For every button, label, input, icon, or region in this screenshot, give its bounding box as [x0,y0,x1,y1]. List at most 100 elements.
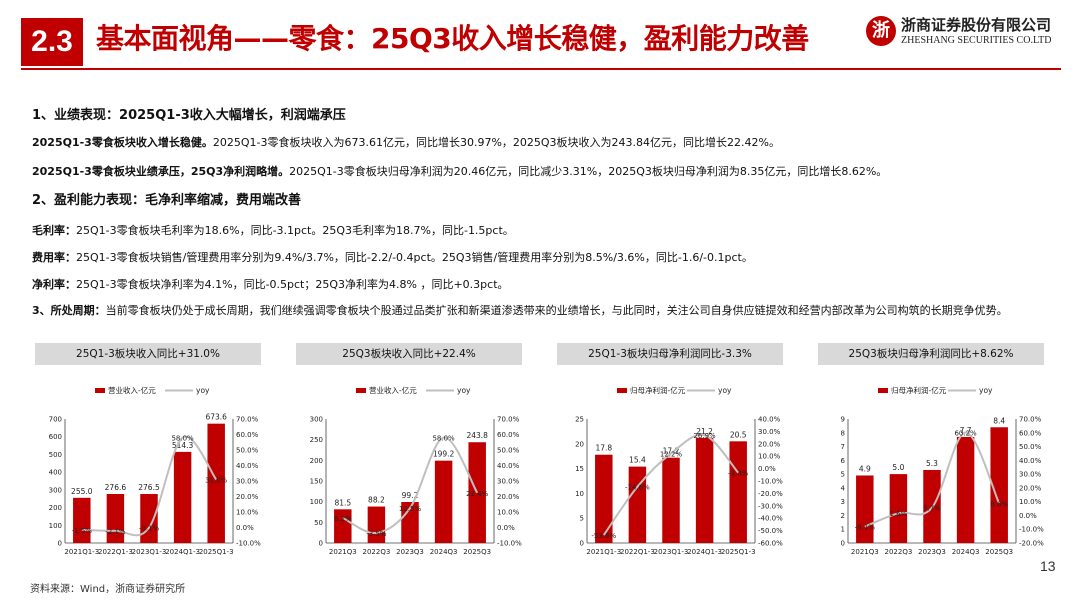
yoy-value-label: 58.0% [432,435,455,443]
right-tick-label: 10.0% [236,509,259,517]
bar-value-label: 276.5 [138,483,160,492]
left-tick-label: 50 [314,519,323,527]
left-tick-label: 700 [49,416,62,424]
right-tick-label: 10.0% [758,453,781,461]
legend-line-label: yoy [457,386,471,395]
gross-margin-lead: 毛利率： [32,224,76,237]
legend-bar-swatch [617,388,627,393]
bar [207,423,225,543]
right-tick-label: 40.0% [1019,457,1042,465]
left-tick-label: 250 [310,436,323,444]
left-tick-label: 5 [580,515,584,523]
legend-line-label: yoy [718,386,732,395]
chart-panel-3: 25Q1-3板块归母净利润同比-3.3% 归母净利润-亿元 yoy 0 5 10 15 20… [557,343,797,556]
yoy-value-label: -3.5% [366,530,387,538]
chart-panel-title: 25Q1-3板块收入同比+31.0% [35,343,261,365]
revenue-summary-text: 2025Q1-3零食板块收入为673.61亿元，同比增长30.97%，2025Q… [212,136,780,149]
yoy-line [81,435,218,537]
x-tick-label: 2025Q3 [463,548,491,556]
right-tick-label: -10.0% [758,478,783,486]
chart-svg-4: 归母净利润-亿元 yoy 0 1 2 3 4 5 6 7 8 9 -20.0% -10.0% 0.0% 10.… [841,385,1045,556]
x-tick-label: 2023Q1-3 [132,548,167,556]
net-margin-line: 净利率：25Q1-3零食板块净利率为4.1%，同比-0.5pct；25Q3净利率… [32,277,509,293]
x-tick-label: 2023Q1-3 [654,548,689,556]
expense-ratio-line: 费用率：25Q1-3零食板块销售/管理费用率分别为9.4%/3.7%，同比-2.… [32,250,753,266]
bar-value-label: 199.2 [433,450,455,459]
title-divider [21,68,1061,70]
chart-panel-2: 25Q3板块收入同比+22.4% 营业收入-亿元 yoy 0 50 100 150 200 2… [296,343,536,556]
chart-panel-title: 25Q3板块归母净利润同比+8.62% [818,343,1044,365]
right-tick-label: 60.0% [1019,429,1042,437]
chart-panel-title: 25Q1-3板块归母净利润同比-3.3% [557,343,783,365]
cycle-text: 当前零食板块仍处于成长周期，我们继续强调零食板块个股通过品类扩张和新渠道渗透带来… [105,304,1008,317]
x-tick-label: 2021Q1-3 [64,548,99,556]
right-tick-label: -30.0% [758,502,783,510]
logo-name-en: ZHESHANG SECURITIES CO.LTD [901,35,1052,46]
heading-profitability: 2、盈利能力表现：毛净利率缩减，费用端改善 [32,193,302,208]
right-tick-label: -50.0% [758,527,783,535]
left-tick-label: 0 [58,540,62,548]
legend-bar-swatch [878,388,888,393]
x-tick-label: 2024Q3 [952,548,980,556]
left-tick-label: 20 [575,440,584,448]
legend-bar-swatch [356,388,366,393]
left-tick-label: 2 [841,512,845,520]
left-tick-label: 5 [841,471,845,479]
yoy-line [342,436,479,534]
bar-value-label: 81.5 [334,498,351,507]
page-title: 基本面视角——零食：25Q3收入增长稳健，盈利能力改善 [96,22,809,55]
bar [628,466,647,543]
x-tick-label: 2024Q1-3 [165,548,200,556]
yoy-value-label: -53.6% [591,532,616,540]
right-tick-label: 20.0% [1019,484,1042,492]
logo-name-cn: 浙商证券股份有限公司 [901,16,1052,34]
heading-performance: 1、业绩表现：2025Q1-3收入大幅增长，利润端承压 [32,108,346,123]
bar [729,441,747,543]
right-tick-label: 0.0% [1019,512,1037,520]
bar [990,427,1008,543]
right-tick-label: 0.0% [758,465,776,473]
gross-margin-line: 毛利率：25Q1-3零食板块毛利率为18.6%，同比-3.1pct。25Q3毛利… [32,223,514,239]
bar-value-label: 4.9 [859,464,871,473]
right-tick-label: 0.0% [497,524,515,532]
yoy-line [602,433,739,536]
right-tick-label: -40.0% [758,515,783,523]
right-tick-label: 20.0% [758,440,781,448]
chart-panel-title: 25Q3板块收入同比+22.4% [296,343,522,365]
right-tick-label: 20.0% [236,493,259,501]
legend-bar-label: 营业收入-亿元 [369,385,417,395]
left-tick-label: 0 [841,540,845,548]
right-tick-label: 70.0% [1019,416,1042,424]
yoy-value-label: 22.4% [466,490,489,498]
yoy-value-label: 1.6% [890,510,908,518]
x-tick-label: 2023Q3 [918,548,946,556]
x-tick-label: 2023Q3 [396,548,424,556]
x-tick-label: 2024Q3 [430,548,458,556]
yoy-value-label: 8.6% [990,501,1008,509]
yoy-value-label: 5.7% [923,505,941,513]
left-tick-label: 150 [310,478,323,486]
bar [401,501,419,543]
x-tick-label: 2025Q1-3 [199,548,234,556]
left-tick-label: 9 [841,416,845,424]
company-logo: 浙 浙商证券股份有限公司 ZHESHANG SECURITIES CO.LTD [866,16,1056,50]
yoy-value-label: -14.6% [625,484,650,492]
bar-value-label: 15.4 [629,456,646,465]
bar [367,506,386,543]
chart-panel-1: 25Q1-3板块收入同比+31.0% 营业收入-亿元 yoy 0 100 200 300 4… [35,343,275,556]
left-tick-label: 10 [575,490,584,498]
left-tick-label: 200 [310,457,323,465]
left-tick-label: 7 [841,443,845,451]
yoy-value-label: 26.9% [693,432,716,440]
yoy-value-label: -3.3% [728,470,749,478]
legend-bar-label: 归母净利润-亿元 [891,385,947,395]
left-tick-label: 1 [841,526,845,534]
bar [334,509,352,543]
bar [140,494,158,543]
legend-line-label: yoy [979,386,993,395]
right-tick-label: 10.0% [497,509,520,517]
right-tick-label: 70.0% [236,416,259,424]
yoy-value-label: -1.5% [72,527,93,535]
bar-value-label: 5.0 [892,463,904,472]
right-tick-label: 30.0% [758,428,781,436]
